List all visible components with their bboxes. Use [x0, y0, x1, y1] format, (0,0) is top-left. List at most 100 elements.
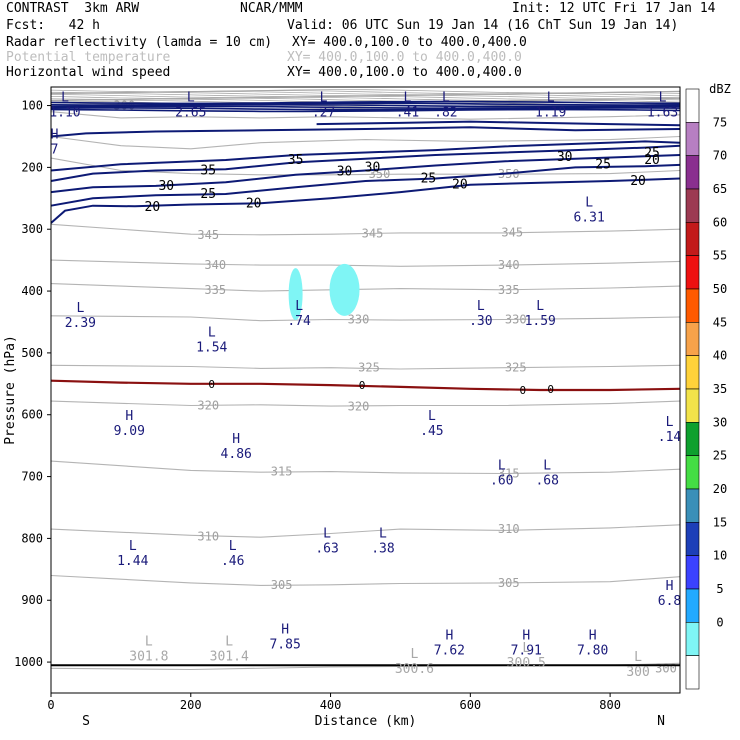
freezing-level-label: 0: [519, 384, 526, 397]
colorbar-swatch: [685, 455, 700, 490]
extremum-kind: H: [125, 409, 133, 424]
theta-strat-contour: [50, 91, 681, 96]
extremum-kind: L: [208, 326, 216, 341]
colorbar-level-label: 40: [713, 349, 727, 363]
theta-contour-340: [50, 259, 681, 267]
extremum-value: .82: [434, 106, 457, 121]
colorbar-swatch: [685, 422, 700, 456]
extremum-kind: L: [320, 91, 328, 106]
extremum-kind: L: [61, 91, 69, 106]
colorbar-swatch: [685, 588, 700, 623]
extremum-kind: L: [498, 458, 506, 473]
y-tick-label: 300: [21, 222, 43, 236]
colorbar-swatch: [685, 222, 700, 256]
extremum-value: .27: [312, 106, 335, 121]
wind-label-20: 20: [452, 178, 468, 193]
colorbar-level-label: 25: [713, 449, 727, 463]
extremum-value: 7.62: [434, 644, 465, 659]
wind-label-25: 25: [644, 146, 660, 161]
colorbar-swatch: [685, 322, 700, 356]
extremum-kind: L: [659, 91, 667, 106]
colorbar-level-label: 45: [713, 315, 727, 329]
extremum-value: 1.44: [117, 554, 148, 569]
extremum-kind: L: [404, 91, 412, 106]
extremum-value: .41: [396, 106, 419, 121]
theta-contour-305: [50, 574, 681, 586]
colorbar-level-label: 70: [713, 149, 727, 163]
extremum-kind: L: [522, 641, 530, 656]
theta-label-325: 325: [358, 361, 380, 375]
colorbar-level-label: 55: [713, 249, 727, 263]
x-tick-label: 400: [320, 698, 342, 712]
freezing-level-label: 0: [547, 383, 554, 396]
extremum-value: 301.4: [210, 650, 249, 665]
wind-label-20: 20: [644, 153, 660, 168]
extremum-kind: L: [323, 527, 331, 542]
wind-contour: [50, 126, 681, 138]
extremum-value: 1.63: [647, 106, 678, 121]
y-tick-label: 400: [21, 284, 43, 298]
theta-strat-contour: [50, 97, 681, 102]
colorbar-swatch: [685, 388, 700, 423]
colorbar-level-label: 60: [713, 215, 727, 229]
x-tick-label: 600: [459, 698, 481, 712]
extremum-value: 4.86: [221, 447, 252, 462]
wind-label-30: 30: [158, 179, 174, 194]
field-3-name: Horizontal wind speed: [6, 65, 171, 80]
colorbar-swatch: [685, 88, 700, 123]
plot-frame: [50, 86, 681, 694]
theta-strat-contour: [50, 94, 681, 100]
theta-label-325: 325: [505, 361, 527, 375]
extremum-value: 1.10: [49, 106, 80, 121]
theta-label-345: 345: [501, 225, 523, 239]
x-tick-label: 800: [599, 698, 621, 712]
extremum-kind: L: [477, 299, 485, 314]
theta-label-340: 340: [204, 258, 226, 272]
extremum-kind: L: [442, 91, 450, 106]
extremum-value: 7.80: [577, 644, 608, 659]
extremum-kind: L: [129, 539, 137, 554]
extremum-value: 6.8: [658, 594, 681, 609]
theta-label-305: 305: [271, 578, 293, 592]
y-tick-label: 500: [21, 346, 43, 360]
extremum-kind: L: [145, 635, 153, 650]
colorbar-level-label: 15: [713, 515, 727, 529]
colorbar-swatch: [685, 555, 700, 590]
wind-label-25: 25: [421, 172, 437, 187]
extremum-kind: L: [666, 415, 674, 430]
theta-contour-360: [50, 111, 681, 120]
wind-contour: [50, 140, 681, 172]
extremum-kind: L: [187, 91, 195, 106]
colorbar-level-label: 20: [713, 482, 727, 496]
extremum-kind: L: [543, 458, 551, 473]
extremum-kind: L: [295, 299, 303, 314]
extremum-value: 2.39: [65, 316, 96, 331]
extremum-value: .63: [315, 542, 338, 557]
field-3-xy: XY= 400.0,100.0 to 400.0,400.0: [287, 65, 522, 80]
forecast-hour: Fcst: 42 h: [6, 18, 100, 33]
extremum-value: 2.65: [175, 106, 206, 121]
theta-label-305: 305: [498, 576, 520, 590]
wind-jet-core-contour: [50, 100, 681, 105]
colorbar-swatch: [685, 488, 700, 523]
extremum-kind: H: [51, 128, 59, 143]
extremum-value: .45: [420, 424, 443, 439]
theta-label-300: 300: [655, 661, 677, 675]
x-end-label-south: S: [82, 714, 90, 729]
theta-label-330: 330: [505, 313, 527, 327]
theta-label-315: 315: [498, 466, 520, 480]
freezing-level-label: 0: [208, 378, 215, 391]
extremum-kind: L: [225, 635, 233, 650]
x-axis-label: Distance (km): [315, 714, 417, 729]
colorbar-swatch: [685, 122, 700, 156]
x-tick-label: 200: [180, 698, 202, 712]
colorbar-level-label: 0: [716, 615, 723, 629]
extremum-value: .14: [658, 430, 682, 445]
x-end-label-north: N: [657, 714, 665, 729]
valid-time: Valid: 06 UTC Sun 19 Jan 14 (16 ChT Sun …: [287, 18, 679, 33]
theta-label-345: 345: [362, 227, 384, 241]
theta-label-310: 310: [498, 522, 520, 536]
reflectivity-cell: [329, 263, 360, 316]
colorbar-level-label: 35: [713, 382, 727, 396]
extremum-kind: L: [634, 650, 642, 665]
